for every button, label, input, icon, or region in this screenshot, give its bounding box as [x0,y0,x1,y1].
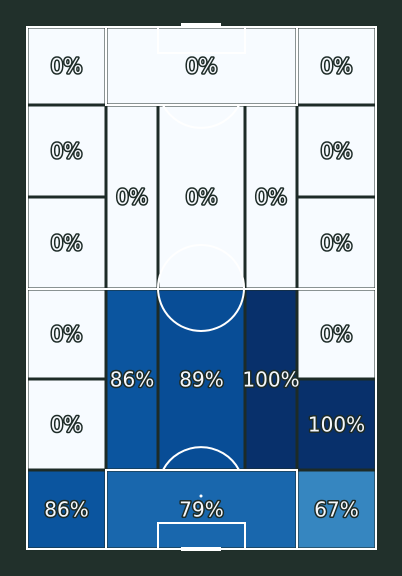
zone-label-z3: 0% [321,54,353,78]
zone-label-z19: 79% [179,498,223,522]
zone-label-z11: 0% [51,322,83,346]
zone-label-z4: 0% [51,139,83,163]
zone-cell-z17 [295,377,378,472]
zone-label-z10: 0% [321,231,353,255]
zone-cell-z12 [25,377,108,472]
zone-label-z18: 86% [44,498,88,522]
zone-cell-z13 [104,287,160,472]
zone-label-z12: 0% [51,413,83,437]
zone-cell-z16 [295,287,378,381]
zone-cell-z18 [25,468,108,551]
bottom-penalty-arc [162,446,240,471]
center-circle [157,244,245,332]
bottom-goal [181,547,221,551]
zone-label-z8: 0% [255,185,287,209]
zone-label-z14: 89% [179,368,223,392]
zone-label-z13: 86% [110,368,154,392]
zone-label-z6: 0% [116,185,148,209]
zone-label-z2: 0% [186,54,218,78]
zone-label-z9: 0% [321,139,353,163]
zone-cell-z3 [295,25,378,107]
penalty-spot [199,494,203,498]
zone-label-z1: 0% [51,54,83,78]
zone-cell-z8 [243,103,299,291]
zone-cell-z10 [295,195,378,291]
top-goal [181,23,221,27]
zone-label-z5: 0% [51,231,83,255]
zone-label-z7: 0% [186,185,218,209]
zone-cell-z15 [243,287,299,472]
zone-cell-z1 [25,25,108,107]
zone-label-z15: 100% [242,368,299,392]
top-penalty-arc [162,104,240,129]
zone-label-z20: 67% [314,498,358,522]
zone-label-z17: 100% [308,413,365,437]
zone-label-z16: 0% [321,322,353,346]
